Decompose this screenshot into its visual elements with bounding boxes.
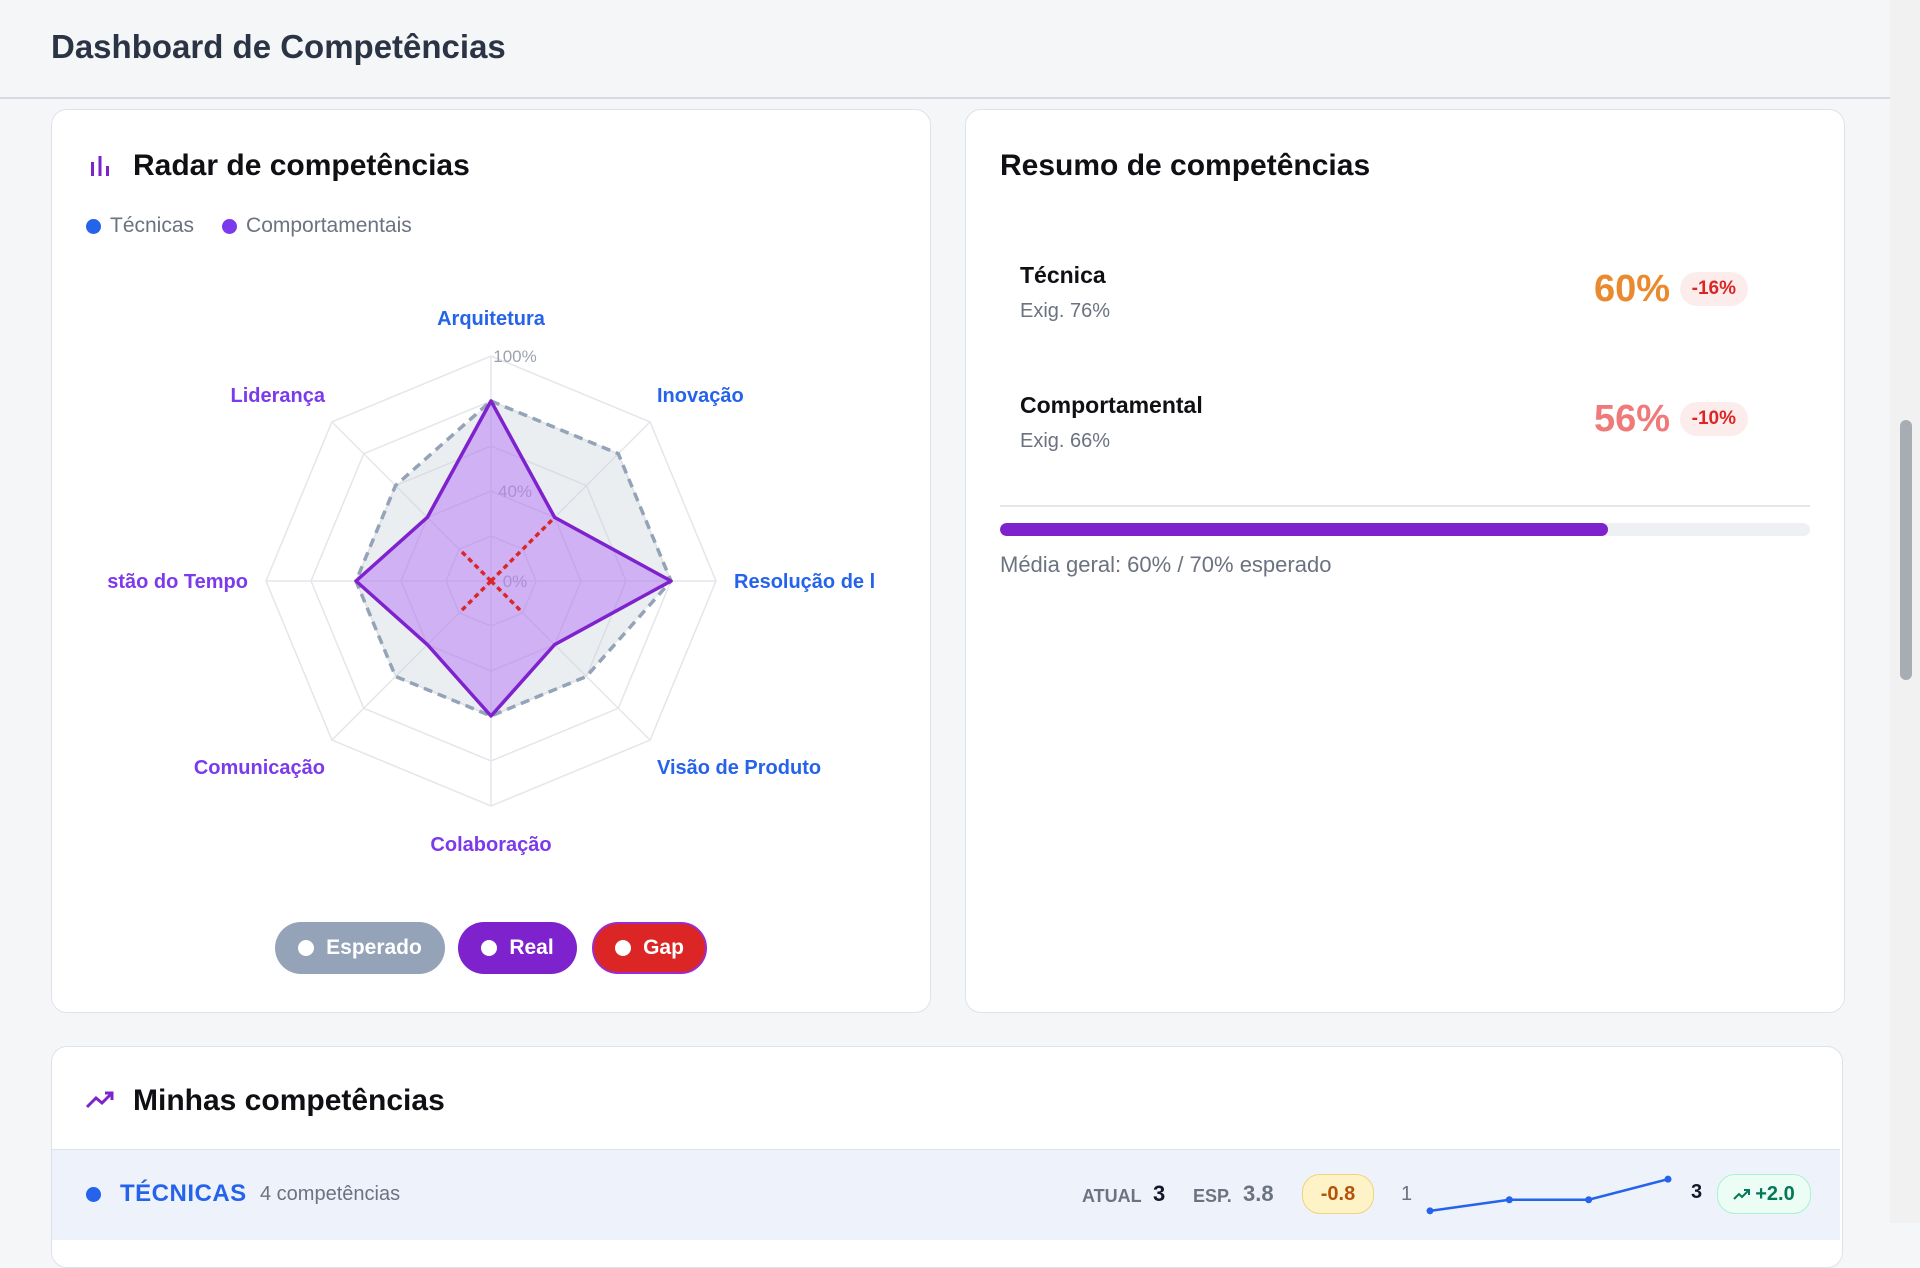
competencies-card: Minhas competências TÉCNICAS 4 competênc… [51, 1046, 1843, 1268]
toggle-esperado-dot [298, 940, 315, 956]
legend-dot-comportamentais [222, 218, 238, 234]
radar-card: Radar de competências Técnicas Comportam… [51, 109, 931, 1013]
summary-row-comportamental: Comportamental Exig. 66% 56% -10% [1000, 382, 1760, 472]
competency-group-row-tecnicas[interactable]: TÉCNICAS 4 competências ATUAL 3 ESP. 3.8… [52, 1149, 1840, 1240]
toggle-real-dot [481, 940, 498, 956]
summary-label: Técnica [1020, 262, 1106, 288]
average-progress-fill [1000, 523, 1608, 536]
summary-card-title: Resumo de competências [1000, 149, 1371, 182]
radar-axis-label: Comunicação [194, 757, 325, 779]
summary-divider [1000, 505, 1810, 507]
summary-percent: 56% [1593, 398, 1670, 440]
radar-card-title: Radar de competências [133, 149, 470, 182]
radar-tick-label: 100% [493, 347, 536, 366]
legend-label-tecnicas: Técnicas [110, 214, 195, 237]
current-value: 3 [1153, 1181, 1166, 1206]
group-dot-tecnicas [86, 1187, 101, 1202]
toggle-gap-label: Gap [643, 936, 684, 959]
group-name: TÉCNICAS [120, 1180, 247, 1207]
current-label: ATUAL [1082, 1186, 1142, 1206]
toggle-real[interactable]: Real [458, 922, 577, 974]
legend-label-comportamentais: Comportamentais [246, 214, 412, 237]
average-progress-bar [1000, 523, 1810, 536]
legend-item-comportamentais: Comportamentais [222, 214, 412, 238]
radar-axis-label: Visão de Produto [657, 757, 821, 779]
toggle-gap-dot [615, 940, 632, 956]
summary-label: Comportamental [1020, 392, 1203, 418]
radar-gap-line [457, 579, 493, 615]
competencies-card-title: Minhas competências [133, 1084, 445, 1117]
average-text: Média geral: 60% / 70% esperado [1000, 552, 1332, 577]
radar-axis-label: Arquitetura [437, 308, 546, 330]
summary-delta-badge: -16% [1679, 272, 1748, 306]
trend-badge-value: +2.0 [1755, 1182, 1795, 1205]
sparkline-point [1664, 1175, 1672, 1183]
radar-gap-line [489, 516, 556, 583]
page-title: Dashboard de Competências [51, 28, 506, 65]
group-count: 4 competências [260, 1183, 401, 1205]
top-bar: Dashboard de Competências [0, 0, 1920, 99]
trending-up-icon [85, 1091, 114, 1109]
expected-label: ESP. [1193, 1186, 1232, 1206]
summary-percent: 60% [1593, 268, 1670, 310]
toggle-gap[interactable]: Gap [592, 922, 707, 974]
expected-value: 3.8 [1243, 1181, 1274, 1206]
radar-axis-label: Colaboração [430, 834, 551, 856]
radar-axis-label: Inovação [657, 385, 744, 407]
summary-card: Resumo de competências Técnica Exig. 76%… [965, 109, 1845, 1013]
legend-item-tecnicas: Técnicas [86, 214, 194, 238]
radar-axis-label: stão do Tempo [107, 571, 248, 593]
sparkline-point [1426, 1207, 1434, 1215]
toggle-real-label: Real [509, 936, 554, 959]
trend-start-value: 1 [1401, 1183, 1413, 1205]
toggle-esperado-label: Esperado [326, 936, 422, 959]
toggle-esperado[interactable]: Esperado [275, 922, 445, 974]
summary-required: Exig. 76% [1020, 300, 1111, 322]
legend-dot-tecnicas [86, 218, 101, 234]
summary-delta-badge: -10% [1679, 402, 1748, 436]
radar-tick-label: 40% [498, 482, 532, 501]
trend-up-icon [1733, 1189, 1751, 1200]
gap-badge: -0.8 [1302, 1174, 1374, 1214]
trend-end-value: 3 [1691, 1181, 1703, 1203]
trend-sparkline [1426, 1175, 1672, 1215]
radar-gap-line [457, 547, 493, 583]
summary-required: Exig. 66% [1020, 430, 1111, 452]
sparkline-point [1585, 1196, 1593, 1204]
radar-tick-label: 0% [503, 572, 528, 591]
radar-chart: 100% 40% 0% Arquitetura Inovação Resolução de… [107, 308, 875, 856]
radar-gap-line [489, 579, 525, 615]
bar-chart-icon [91, 156, 109, 176]
summary-row-tecnica: Técnica Exig. 76% 60% -16% [1000, 252, 1760, 342]
window-scrollbar-thumb[interactable] [1900, 420, 1912, 680]
radar-legend: Técnicas Comportamentais [86, 214, 412, 238]
sparkline-point [1505, 1196, 1513, 1204]
radar-axis-label: Resolução de l [734, 571, 875, 593]
radar-axis-label: Liderança [231, 385, 326, 407]
trend-badge: +2.0 [1717, 1174, 1811, 1214]
sparkline-line [1429, 1177, 1669, 1213]
